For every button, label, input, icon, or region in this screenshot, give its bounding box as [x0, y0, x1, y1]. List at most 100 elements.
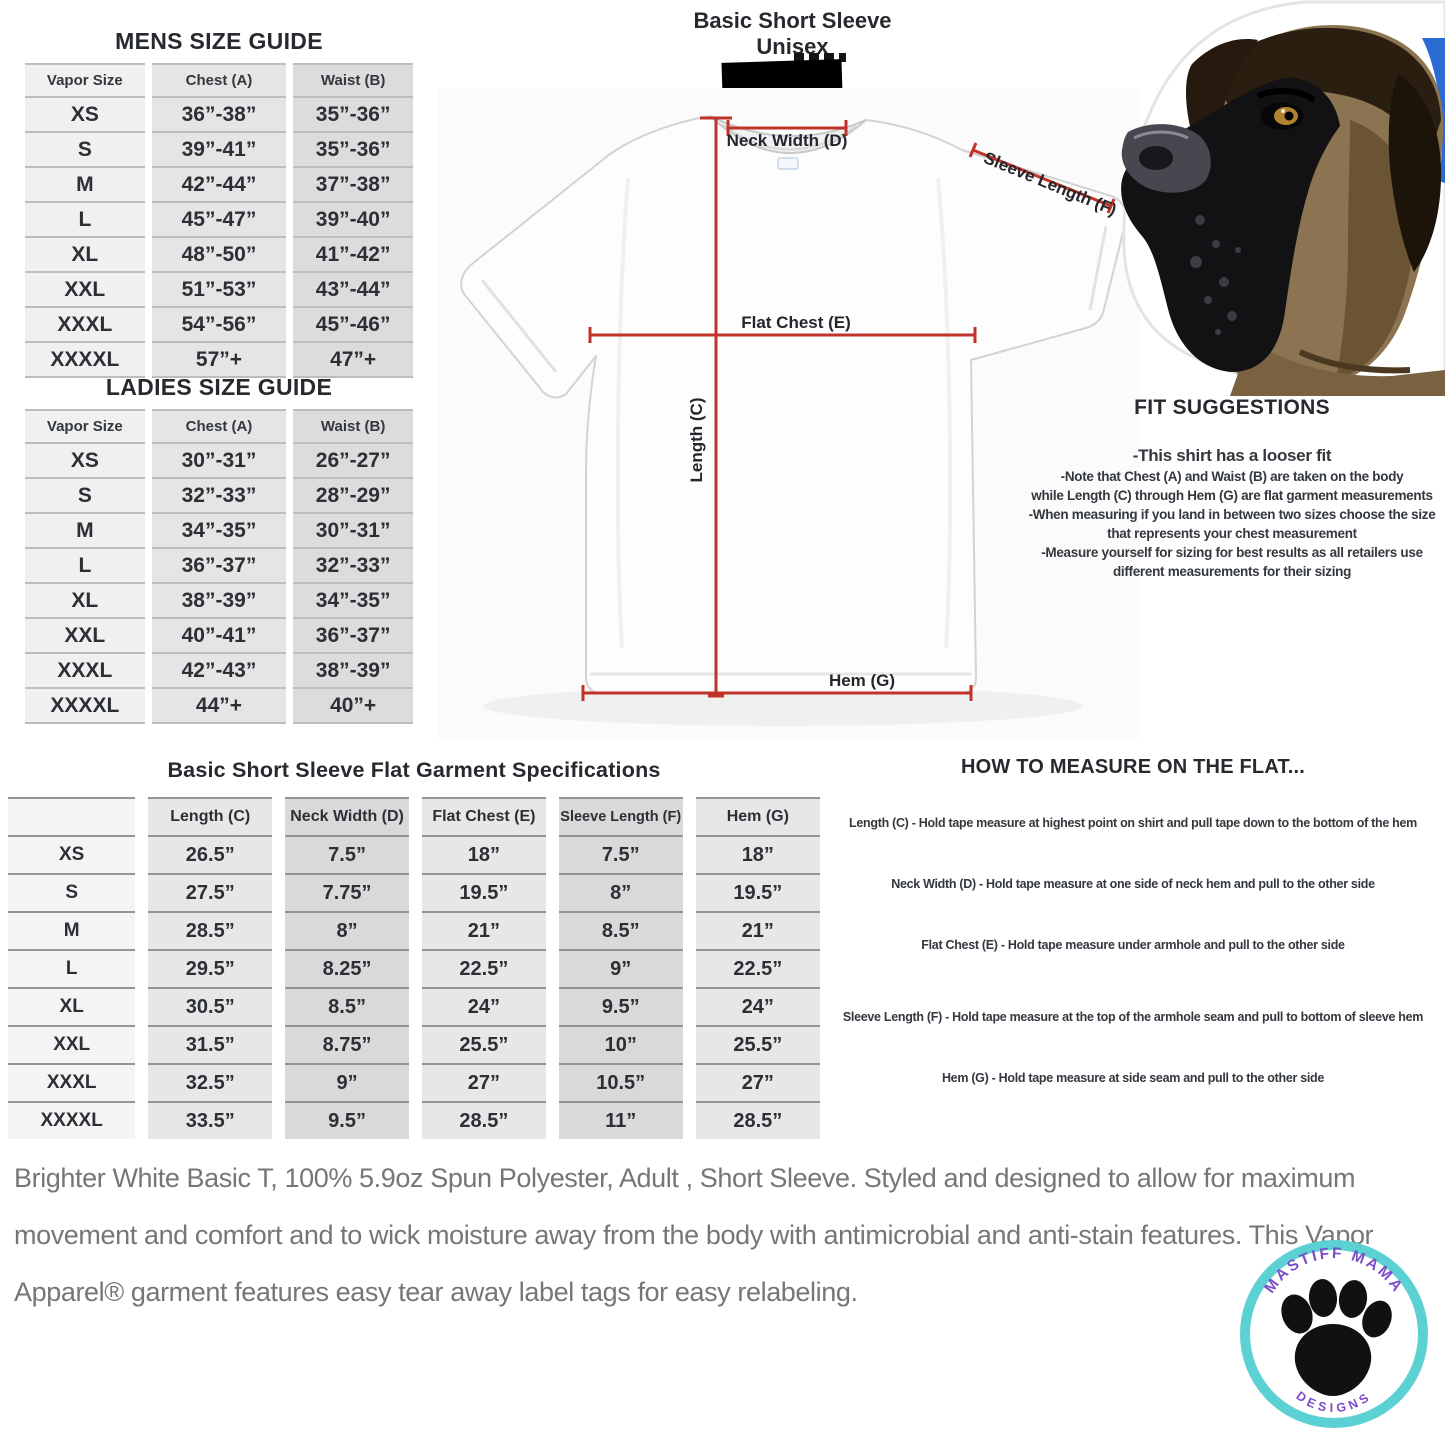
- size-cell: XL: [25, 236, 149, 272]
- size-cell: S: [8, 873, 142, 912]
- value-cell: 39”-40”: [289, 201, 413, 237]
- diagram-title: Basic Short Sleeve Unisex: [620, 8, 965, 60]
- table-row: XXL 40”-41” 36”-37”: [25, 617, 413, 653]
- value-cell: 32”-33”: [144, 477, 294, 513]
- value-cell: 24”: [408, 987, 553, 1026]
- value-cell: 42”-43”: [144, 652, 294, 688]
- blue-corner-shape: [1422, 38, 1445, 183]
- table-row: XXXL 54”-56” 45”-46”: [25, 306, 413, 342]
- table-row: S 27.5” 7.75” 19.5” 8” 19.5”: [8, 873, 820, 912]
- list-item: Sleeve Length (F) - Hold tape measure at…: [842, 1010, 1424, 1024]
- table-row: XXXL 32.5” 9” 27” 10.5” 27”: [8, 1063, 820, 1102]
- list-item: Length (C) - Hold tape measure at highes…: [849, 816, 1417, 830]
- table-row: XXXXL 44”+ 40”+: [25, 687, 413, 724]
- column-header: Neck Width (D): [272, 797, 416, 836]
- value-cell: 18”: [682, 835, 820, 874]
- right-sleeve-hem-seam: [1088, 225, 1108, 311]
- table-row: M 42”-44” 37”-38”: [25, 166, 413, 202]
- size-cell: XS: [25, 96, 149, 132]
- value-cell: 10.5”: [545, 1063, 690, 1102]
- value-cell: 45”-47”: [144, 201, 294, 237]
- value-cell: 35”-36”: [289, 96, 413, 132]
- list-item: -Note that Chest (A) and Waist (B) are t…: [1060, 469, 1404, 484]
- left-sleeve-hem-seam: [480, 279, 558, 373]
- value-cell: 8.75”: [272, 1025, 416, 1064]
- value-cell: 8”: [545, 873, 690, 912]
- column-header: Vapor Size: [25, 63, 149, 97]
- value-cell: 21”: [682, 911, 820, 950]
- diagram-title-line1: Basic Short Sleeve: [693, 8, 892, 33]
- value-cell: 8.25”: [272, 949, 416, 988]
- size-cell: S: [25, 131, 149, 167]
- value-cell: 36”-37”: [289, 617, 413, 653]
- size-cell: XXL: [25, 271, 149, 307]
- value-cell: 42”-44”: [144, 166, 294, 202]
- value-cell: 32”-33”: [289, 547, 413, 583]
- ladies-size-guide-table: Vapor Size Chest (A) Waist (B) XS 30”-31” 26”…: [25, 409, 413, 724]
- value-cell: 54”-56”: [144, 306, 294, 342]
- value-cell: 26.5”: [135, 835, 279, 874]
- table-row: M 34”-35” 30”-31”: [25, 512, 413, 548]
- value-cell: 28.5”: [408, 1101, 553, 1139]
- list-item: Hem (G) - Hold tape measure at side seam…: [941, 1071, 1325, 1085]
- value-cell: 41”-42”: [289, 236, 413, 272]
- how-to-measure-list: Length (C) - Hold tape measure at highes…: [824, 815, 1442, 1086]
- value-cell: 11”: [545, 1101, 690, 1139]
- size-cell: L: [25, 547, 149, 583]
- table-row: L 29.5” 8.25” 22.5” 9” 22.5”: [8, 949, 820, 988]
- size-cell: L: [8, 949, 142, 988]
- table-row: XXL 51”-53” 43”-44”: [25, 271, 413, 307]
- diagram-title-line2: Unisex: [756, 34, 829, 59]
- value-cell: 28.5”: [682, 1101, 820, 1139]
- value-cell: 28”-29”: [289, 477, 413, 513]
- value-cell: 10”: [545, 1025, 690, 1064]
- value-cell: 34”-35”: [289, 582, 413, 618]
- value-cell: 36”-37”: [144, 547, 294, 583]
- value-cell: 28.5”: [135, 911, 279, 950]
- list-item: that represents your chest measurement: [1107, 526, 1357, 541]
- table-row: XS 26.5” 7.5” 18” 7.5” 18”: [8, 835, 820, 874]
- size-cell: XXXL: [8, 1063, 142, 1102]
- table-row: XL 38”-39” 34”-35”: [25, 582, 413, 618]
- value-cell: 31.5”: [135, 1025, 279, 1064]
- table-row: XL 48”-50” 41”-42”: [25, 236, 413, 272]
- size-cell: XXXL: [25, 652, 149, 688]
- size-cell: XXXXL: [8, 1101, 142, 1139]
- value-cell: 38”-39”: [289, 652, 413, 688]
- mastiff-dog-illustration: [1100, 0, 1445, 396]
- list-item: while Length (C) through Hem (G) are fla…: [1031, 488, 1433, 503]
- value-cell: 7.5”: [545, 835, 690, 874]
- column-header: Waist (B): [289, 409, 413, 443]
- collar-inner-seam: [721, 123, 857, 151]
- value-cell: 26”-27”: [289, 442, 413, 478]
- column-header: Vapor Size: [25, 409, 149, 443]
- list-item: -When measuring if you land in between t…: [1028, 507, 1436, 522]
- value-cell: 40”+: [289, 687, 413, 724]
- flat-garment-specs-title: Basic Short Sleeve Flat Garment Specific…: [167, 758, 661, 782]
- flat-garment-specs-table: Length (C) Neck Width (D) Flat Chest (E) Sl…: [8, 797, 820, 1139]
- value-cell: 30.5”: [135, 987, 279, 1026]
- collar-tag: [777, 157, 799, 170]
- column-header: Length (C): [135, 797, 279, 836]
- table-row: XS 36”-38” 35”-36”: [25, 96, 413, 132]
- head-top-markings: [1210, 27, 1441, 161]
- value-cell: 39”-41”: [144, 131, 294, 167]
- value-cell: 8”: [272, 911, 416, 950]
- value-cell: 29.5”: [135, 949, 279, 988]
- table-row: S 32”-33” 28”-29”: [25, 477, 413, 513]
- size-cell: L: [25, 201, 149, 237]
- value-cell: 9.5”: [272, 1101, 416, 1139]
- size-cell: XXXL: [25, 306, 149, 342]
- fit-suggestions: FIT SUGGESTIONS -This shirt has a looser…: [1022, 396, 1442, 581]
- jowl-speckles: [1190, 215, 1241, 335]
- list-item: different measurements for their sizing: [1112, 564, 1352, 579]
- ladies-size-guide-title: LADIES SIZE GUIDE: [105, 374, 333, 400]
- size-cell: XS: [25, 442, 149, 478]
- fabric-crease: [936, 177, 953, 649]
- value-cell: 19.5”: [682, 873, 820, 912]
- flat-chest-label: Flat Chest (E): [741, 313, 851, 332]
- table-row: S 39”-41” 35”-36”: [25, 131, 413, 167]
- value-cell: 33.5”: [135, 1101, 279, 1139]
- mens-size-guide-table: Vapor Size Chest (A) Waist (B) XS 36”-38” 35”…: [25, 63, 413, 378]
